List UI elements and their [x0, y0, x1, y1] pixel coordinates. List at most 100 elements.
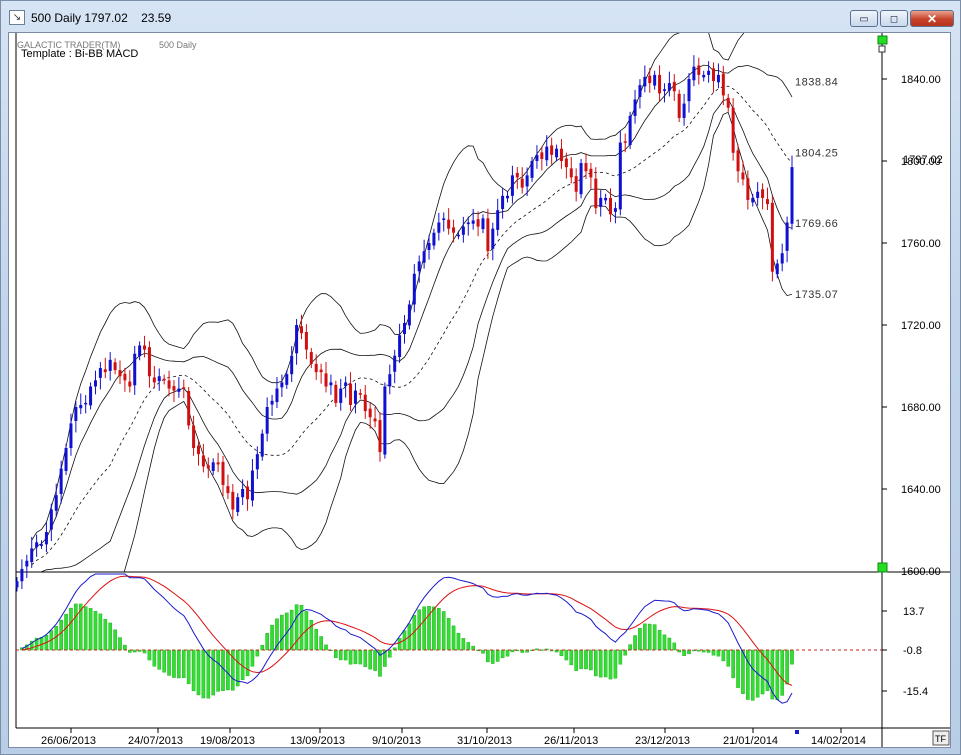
down-candle	[658, 74, 662, 94]
middle-band	[31, 85, 793, 566]
histogram-bar	[790, 649, 794, 665]
up-candle	[241, 489, 245, 498]
down-candle	[765, 199, 769, 205]
signal-line	[21, 575, 793, 686]
histogram-bar	[608, 649, 613, 680]
up-candle	[260, 433, 264, 457]
histogram-bar	[108, 622, 112, 651]
up-candle	[84, 402, 88, 405]
histogram-bar	[309, 620, 314, 651]
date-tick-label: 21/01/2014	[723, 735, 778, 747]
up-candle	[667, 83, 671, 91]
price-tick-label: 1800.00	[901, 156, 941, 168]
histogram-bar	[294, 604, 299, 651]
up-candle	[604, 197, 608, 201]
down-candle	[721, 73, 725, 96]
down-candle	[349, 383, 353, 405]
histogram-bar	[20, 647, 24, 651]
up-candle	[157, 376, 161, 382]
histogram-bar	[701, 649, 706, 653]
chart-icon[interactable]: ↘	[9, 10, 25, 25]
histogram-bar	[83, 606, 88, 651]
histogram-bar	[613, 649, 618, 679]
up-candle	[393, 355, 397, 372]
down-candle	[741, 172, 745, 180]
down-candle	[314, 363, 318, 373]
histogram-bar	[191, 649, 196, 692]
histogram-bar	[221, 649, 225, 692]
histogram-bar	[736, 649, 740, 688]
up-candle	[613, 208, 617, 212]
histogram-bar	[780, 649, 784, 696]
date-tick-label: 9/10/2013	[372, 735, 421, 747]
histogram-bar	[437, 608, 441, 651]
up-candle	[407, 304, 411, 326]
up-candle	[530, 161, 534, 178]
panel-marker-bottom	[877, 562, 888, 573]
macd-line	[21, 573, 793, 704]
histogram-bar	[157, 649, 162, 670]
up-candle	[54, 495, 58, 511]
up-candle	[275, 388, 279, 403]
tf-button-label: TF	[935, 734, 946, 744]
histogram-bar	[672, 642, 677, 651]
histogram-bar	[584, 649, 588, 670]
template-label: Template : Bi-BB MACD	[21, 48, 138, 60]
window-title: 500 Daily 1797.02	[31, 11, 128, 25]
down-candle	[672, 81, 676, 92]
price-chart-svg[interactable]: 1840.00 1800.00 1760.00 1720.00 1680.00 1640.…	[9, 33, 950, 747]
down-candle	[358, 393, 362, 395]
up-candle	[93, 380, 97, 387]
down-candle	[447, 219, 451, 229]
histogram-bar	[69, 607, 73, 651]
last-price-label: 1797.02	[903, 154, 943, 166]
up-candle	[49, 509, 53, 530]
histogram-bar	[363, 649, 368, 668]
up-candle	[535, 154, 539, 161]
histogram-bar	[319, 636, 323, 651]
histogram-bar	[343, 649, 348, 661]
histogram-bar	[147, 649, 152, 661]
maximize-icon: ◻	[889, 14, 899, 25]
up-candle	[177, 388, 181, 392]
down-candle	[623, 141, 627, 143]
chart-area[interactable]: 1840.00 1800.00 1760.00 1720.00 1680.00 1640.…	[8, 32, 951, 748]
histogram-bar	[598, 649, 603, 678]
macd-tick-label: -0.8	[903, 645, 922, 657]
down-candle	[746, 178, 750, 200]
histogram-bar	[456, 633, 461, 651]
up-candle	[74, 407, 78, 421]
up-candle	[638, 85, 642, 98]
down-candle	[182, 387, 186, 389]
up-candle	[89, 386, 93, 406]
up-candle	[44, 532, 48, 545]
up-candle	[255, 454, 259, 470]
histogram-bar	[716, 649, 721, 657]
histogram-bar	[167, 649, 171, 676]
up-candle	[138, 345, 142, 357]
close-button[interactable]: ✕	[910, 10, 954, 27]
histogram-bar	[186, 649, 191, 685]
maximize-button[interactable]: ◻	[880, 10, 908, 27]
down-candle	[172, 386, 176, 391]
up-candle	[79, 404, 83, 409]
panel-marker-top	[877, 35, 888, 45]
up-candle	[417, 261, 421, 272]
up-candle	[687, 79, 691, 102]
date-tick-label: 26/06/2013	[41, 735, 96, 747]
date-tick-label: 31/10/2013	[457, 735, 512, 747]
histogram-bar	[162, 649, 166, 673]
up-candle	[628, 115, 632, 146]
histogram-bar	[324, 644, 328, 651]
down-candle	[589, 168, 593, 178]
close-icon: ✕	[926, 12, 938, 26]
histogram-bar	[358, 649, 363, 665]
down-candle	[569, 168, 573, 178]
histogram-bar	[64, 613, 68, 651]
price-tick-label: 1680.00	[901, 402, 941, 414]
down-candle	[187, 391, 191, 426]
histogram-bar	[500, 649, 505, 659]
up-candle	[491, 228, 495, 249]
minimize-button[interactable]: ▭	[850, 10, 878, 27]
down-candle	[726, 97, 730, 108]
